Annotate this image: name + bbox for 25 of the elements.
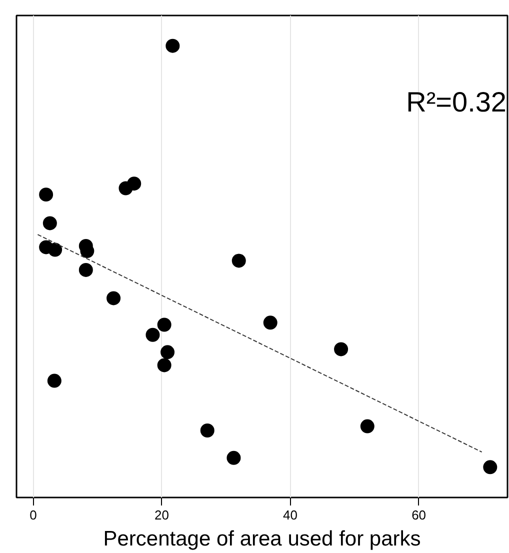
x-axis-title: Percentage of area used for parks: [103, 528, 421, 550]
point: [39, 188, 54, 202]
point: [232, 254, 246, 268]
point: [483, 460, 498, 474]
point: [166, 38, 180, 53]
point: [160, 345, 175, 360]
point: [127, 176, 142, 191]
point: [200, 424, 214, 438]
point: [157, 318, 172, 332]
point: [360, 419, 374, 434]
point: [42, 216, 57, 230]
point: [334, 342, 348, 356]
x-tick-label: 0: [30, 508, 37, 522]
annotation: R²=0.32: [406, 86, 507, 118]
point: [78, 262, 93, 277]
point: [226, 450, 241, 465]
point: [106, 291, 121, 306]
x-tick-label: 40: [283, 508, 298, 522]
point: [146, 328, 160, 342]
point: [47, 374, 62, 388]
x-tick-label: 20: [154, 508, 169, 522]
x-tick-label: 60: [412, 508, 426, 522]
point: [48, 242, 62, 257]
point: [157, 358, 172, 372]
point: [263, 316, 278, 330]
